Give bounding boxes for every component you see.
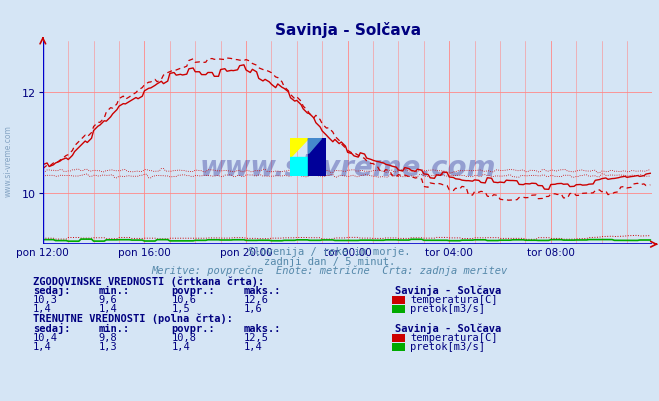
Text: 1,3: 1,3 [99, 341, 117, 351]
Text: temperatura[C]: temperatura[C] [410, 332, 498, 342]
Text: povpr.:: povpr.: [171, 286, 215, 296]
Text: 10,8: 10,8 [171, 332, 196, 342]
Text: Slovenija / reke in morje.: Slovenija / reke in morje. [248, 247, 411, 257]
Polygon shape [290, 138, 308, 157]
Polygon shape [290, 157, 308, 176]
Text: 1,4: 1,4 [244, 341, 262, 351]
Text: www.si-vreme.com: www.si-vreme.com [3, 125, 13, 196]
Text: 10,6: 10,6 [171, 294, 196, 304]
Text: Savinja - Solčava: Savinja - Solčava [395, 322, 501, 333]
Title: Savinja - Solčava: Savinja - Solčava [275, 22, 420, 38]
Text: 12,6: 12,6 [244, 294, 269, 304]
Text: 1,4: 1,4 [171, 341, 190, 351]
Text: 12,5: 12,5 [244, 332, 269, 342]
Text: 10,4: 10,4 [33, 332, 58, 342]
Text: 1,4: 1,4 [33, 303, 51, 313]
Polygon shape [308, 138, 321, 154]
Text: www.si-vreme.com: www.si-vreme.com [200, 154, 496, 182]
Text: 1,5: 1,5 [171, 303, 190, 313]
Text: 1,6: 1,6 [244, 303, 262, 313]
Text: 10,3: 10,3 [33, 294, 58, 304]
Text: 1,4: 1,4 [99, 303, 117, 313]
Text: temperatura[C]: temperatura[C] [410, 294, 498, 304]
Text: maks.:: maks.: [244, 323, 281, 333]
Text: 9,6: 9,6 [99, 294, 117, 304]
Text: min.:: min.: [99, 323, 130, 333]
Text: zadnji dan / 5 minut.: zadnji dan / 5 minut. [264, 256, 395, 266]
Text: pretok[m3/s]: pretok[m3/s] [410, 341, 485, 351]
Text: min.:: min.: [99, 286, 130, 296]
Text: 9,8: 9,8 [99, 332, 117, 342]
Text: TRENUTNE VREDNOSTI (polna črta):: TRENUTNE VREDNOSTI (polna črta): [33, 313, 233, 324]
Text: sedaj:: sedaj: [33, 285, 71, 296]
Text: pretok[m3/s]: pretok[m3/s] [410, 303, 485, 313]
Polygon shape [308, 138, 326, 176]
Text: povpr.:: povpr.: [171, 323, 215, 333]
Text: Savinja - Solčava: Savinja - Solčava [395, 285, 501, 296]
Text: Meritve: povprečne  Enote: metrične  Črta: zadnja meritev: Meritve: povprečne Enote: metrične Črta:… [152, 263, 507, 275]
Text: sedaj:: sedaj: [33, 322, 71, 333]
Text: maks.:: maks.: [244, 286, 281, 296]
Text: ZGODOVINSKE VREDNOSTI (črtkana črta):: ZGODOVINSKE VREDNOSTI (črtkana črta): [33, 275, 264, 286]
Text: 1,4: 1,4 [33, 341, 51, 351]
